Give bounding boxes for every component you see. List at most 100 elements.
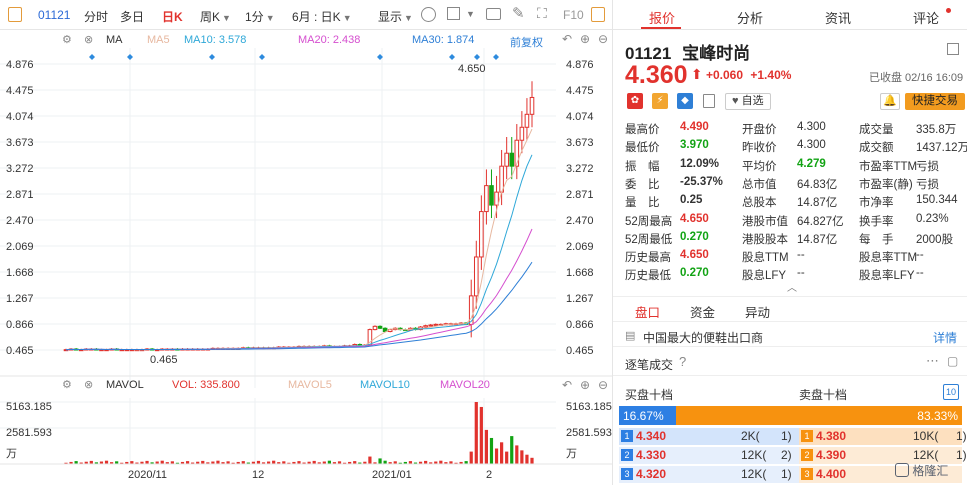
- ask-cell[interactable]: [799, 428, 962, 445]
- bid-level-badge: 3: [621, 468, 633, 480]
- display-menu[interactable]: 显示 ▼: [378, 10, 413, 24]
- chevron-down-icon[interactable]: ▼: [466, 9, 475, 19]
- bid-count: 2): [781, 448, 792, 462]
- help-icon[interactable]: ?: [679, 354, 687, 369]
- chart-area: ⚙ ⊗ MA MA5 MA10: 3.578 MA20: 2.438 MA30:…: [0, 30, 612, 485]
- ask-label: 卖盘十档: [799, 388, 848, 402]
- stat-value: 14.87亿: [797, 197, 838, 210]
- stat-value: 0.25: [680, 194, 703, 207]
- volume-bar: [393, 461, 397, 464]
- tab-news[interactable]: 资讯: [825, 11, 852, 26]
- stat-value: 150.344: [916, 194, 958, 207]
- volume-bar: [403, 461, 407, 464]
- y-tick-label-left: 1.267: [6, 293, 34, 305]
- bid-ratio: 16.67%: [623, 409, 664, 423]
- volume-bar: [246, 462, 250, 464]
- y-tick-label-left: 4.475: [6, 85, 34, 97]
- chevron-up-icon[interactable]: ︿: [787, 283, 797, 294]
- volume-bar: [515, 445, 519, 464]
- bid-cell[interactable]: [619, 466, 799, 483]
- ma20-line: [65, 228, 533, 351]
- ask-count: 1): [956, 448, 967, 462]
- tab-orderbook[interactable]: 盘口: [635, 306, 661, 320]
- layout-icon[interactable]: [591, 7, 605, 22]
- volume-bar: [236, 461, 240, 464]
- bid-cell[interactable]: [619, 447, 799, 464]
- candle-body: [377, 325, 383, 329]
- tab-intraday[interactable]: 分时: [84, 10, 109, 24]
- candle-body: [479, 211, 484, 258]
- stat-label: 量 比: [625, 197, 660, 210]
- bid-cell[interactable]: [619, 428, 799, 445]
- volume-bar: [439, 460, 443, 464]
- minus-icon[interactable]: ⊖: [598, 32, 609, 46]
- back-icon[interactable]: ↶: [562, 32, 573, 46]
- tab-funds[interactable]: 资金: [690, 306, 716, 320]
- volume-bar: [292, 461, 296, 464]
- draw-icon[interactable]: ✎: [512, 5, 525, 22]
- settings-icon[interactable]: [421, 7, 436, 22]
- volume-bar: [211, 461, 215, 464]
- volume-bar: [500, 442, 504, 464]
- stat-value: --: [916, 249, 924, 262]
- tab-anomaly[interactable]: 异动: [745, 306, 771, 320]
- more-icon[interactable]: ⋯: [926, 353, 939, 368]
- tab-quote[interactable]: 报价: [649, 11, 676, 26]
- tab-multiday[interactable]: 多日: [120, 10, 145, 24]
- period-select[interactable]: 6月 : 日K ▼: [292, 10, 352, 24]
- square-icon[interactable]: [447, 7, 460, 20]
- tab-comments[interactable]: 评论: [913, 11, 940, 26]
- watchlist-button[interactable]: ♥ 自选: [725, 93, 771, 110]
- tab-analysis[interactable]: 分析: [737, 11, 764, 26]
- bid-price: 4.340: [636, 429, 667, 443]
- plus-icon[interactable]: ⊕: [580, 32, 591, 46]
- close-icon[interactable]: ⊗: [84, 34, 94, 46]
- volume-bar: [267, 461, 271, 464]
- back-icon[interactable]: ↶: [562, 378, 573, 392]
- y-tick-label-right: 3.272: [566, 163, 594, 175]
- ask-cell[interactable]: [799, 466, 962, 483]
- mavol5-label: MAVOL5: [288, 379, 332, 391]
- volume-bar: [378, 458, 382, 464]
- order-row: 3 4.320 12K(1) 3 4.400: [613, 466, 967, 483]
- sidebar-toggle-icon[interactable]: [8, 7, 22, 22]
- camera-icon[interactable]: [486, 8, 501, 20]
- stat-value: 4.300: [797, 139, 826, 152]
- tab-daily-k[interactable]: 日K: [162, 10, 183, 24]
- plus-icon[interactable]: ⊕: [580, 378, 591, 392]
- volume-bar: [408, 461, 413, 464]
- volume-bar: [150, 462, 154, 464]
- depth-toggle-button[interactable]: 10: [943, 384, 959, 400]
- fullscreen-icon[interactable]: ⛶: [537, 5, 547, 21]
- gear-icon[interactable]: ⚙: [62, 34, 72, 46]
- y-tick-label-right: 1.668: [566, 267, 594, 279]
- panel-menu-icon[interactable]: [947, 43, 959, 55]
- stat-value: 3.970: [680, 139, 709, 152]
- f10-button[interactable]: F10: [563, 8, 584, 22]
- stat-value: 0.270: [680, 230, 709, 243]
- ask-level-badge: 1: [801, 430, 813, 442]
- company-profile: ▤ 中国最大的便鞋出口商 详情: [613, 325, 967, 347]
- expand-icon[interactable]: ▢: [947, 354, 959, 368]
- candlestick-chart[interactable]: 4.876 4.876 4.475 4.475 4.074 4.074 3.673 3.673…: [0, 48, 612, 388]
- volume-chart[interactable]: 5163.185 5163.185 2581.593 2581.593 万 万 2020/1…: [0, 398, 612, 485]
- volume-bar: [115, 461, 119, 464]
- chart-collapse-icons: ↶ ⊕ ⊖: [560, 32, 610, 48]
- gear-icon[interactable]: ⚙: [62, 379, 72, 391]
- marker-diamond-icon: [127, 54, 133, 60]
- adjust-select[interactable]: 前复权: [510, 37, 543, 49]
- low-price-annotation: 0.465: [150, 354, 178, 366]
- ask-cell[interactable]: [799, 447, 962, 464]
- bell-icon[interactable]: 🔔: [880, 93, 900, 110]
- chevron-down-icon: ▼: [265, 13, 275, 23]
- ma30-line: [65, 261, 533, 351]
- volume-bar: [79, 462, 83, 464]
- quote-panel: 报价 分析 资讯 评论 01121 宝峰时尚 4.360 ⬆ +0.060 +1…: [612, 0, 967, 485]
- close-icon[interactable]: ⊗: [84, 379, 94, 391]
- minus-icon[interactable]: ⊖: [598, 378, 609, 392]
- quick-trade-button[interactable]: 快捷交易: [905, 93, 965, 110]
- tab-1min[interactable]: 1分 ▼: [245, 10, 275, 24]
- tab-weekly-k[interactable]: 周K ▼: [200, 10, 231, 24]
- candle-body: [382, 327, 388, 333]
- profile-detail-link[interactable]: 详情: [933, 331, 958, 345]
